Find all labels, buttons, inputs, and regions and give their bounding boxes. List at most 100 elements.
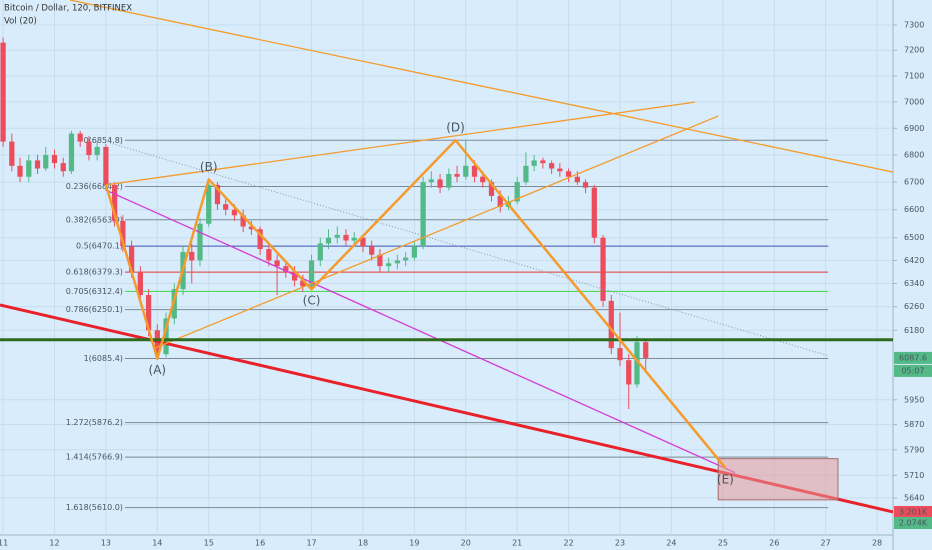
candle-body [206,184,212,224]
candle-body [351,237,357,241]
x-tick-label: 19 [409,539,419,548]
x-tick-label: 14 [152,539,162,548]
candle-body [257,229,263,250]
candle-body [591,187,597,238]
fib-label: 0.705(6312.4) [66,287,123,296]
candle-body [377,254,383,267]
target-zone [717,458,839,501]
axis-badge [894,517,932,529]
candle-body [0,42,6,142]
fib-label: 0.382(6563.9) [66,215,123,224]
candle-body [454,173,460,177]
last-price-label: 6087.6 [899,353,927,362]
candle-body [266,249,272,261]
candle-body [120,220,126,247]
candle-body [197,223,203,261]
candle-body [291,271,298,281]
candle-body [514,182,520,202]
y-tick-label: 5950 [904,395,924,404]
candle-body [43,155,49,169]
y-tick-label: 6800 [904,151,924,160]
fib-label: 0.5(6470.1) [76,242,123,251]
candle-body [163,318,169,355]
candle-body [565,171,572,177]
candle-body [283,266,289,272]
candle-body [634,342,640,385]
x-tick-label: 12 [49,539,59,548]
y-tick-label: 5640 [904,493,924,502]
x-tick-label: 20 [461,539,471,548]
pattern-label: (C) [303,294,321,308]
candle-body [343,234,349,241]
candle-body [112,184,118,221]
x-tick-label: 25 [718,539,728,548]
x-tick-label: 24 [666,539,676,548]
pattern-label: (A) [149,363,167,377]
axis-badge [894,506,932,518]
fib-label: 0.786(6250.1) [66,305,123,314]
candle-body [369,246,375,255]
candle-body [420,182,426,247]
y-tick-label: 6260 [904,302,924,311]
y-tick-label: 5710 [904,471,924,480]
pattern-label: (D) [446,121,465,135]
candle-body [540,160,546,164]
x-tick-label: 21 [512,539,522,548]
candle-body [471,165,478,177]
candle-body [34,160,41,169]
candle-body [26,160,32,177]
y-tick-label: 5870 [904,420,924,429]
axis-badge-label: 2.074K [899,519,928,528]
candle-body [137,271,143,296]
y-tick-label: 6180 [904,326,924,335]
candle-body [386,263,392,267]
x-tick-label: 22 [564,539,574,548]
candle-body [557,168,563,172]
candle-body [214,184,221,205]
candle-body [274,260,280,267]
fib-label: 0(6854.8) [84,136,123,145]
y-tick-label: 7200 [904,46,924,55]
candle-body [128,246,135,272]
trendline [155,115,719,349]
candle-body [248,226,255,230]
x-tick-label: 23 [615,539,625,548]
candle-body [9,141,15,166]
candle-body [77,133,83,142]
candle-body [223,204,229,210]
candle-body [17,165,23,177]
candle-body [549,163,555,169]
trendline [109,142,829,357]
candle-body [300,280,306,287]
candle-body [463,165,469,177]
candle-body [325,237,332,244]
x-tick-label: 26 [769,539,779,548]
candle-body [51,155,58,164]
candle-body [608,300,614,349]
y-tick-label: 6340 [904,279,924,288]
candle-body [428,179,434,183]
x-tick-label: 15 [204,539,214,548]
candle-body [403,257,409,261]
candle-body [86,141,92,156]
fib-label: 1(6085.4) [84,354,123,363]
candle-body [411,246,417,258]
x-tick-label: 17 [306,539,316,548]
fib-label: 1.272(5876.2) [66,418,123,427]
candle-body [488,182,495,196]
chart-title: Bitcoin / Dollar, 120, BITFINEX [4,4,132,14]
candle-body [94,146,100,156]
candle-body [308,260,315,287]
fib-levels: 0(6854.8) 0.236(6684.2) 0.382(6563.9) 0.5(6… [66,136,829,512]
last-price-badge [894,351,932,364]
x-tick-label: 28 [872,539,882,548]
candle-body [334,234,340,238]
candle-body [617,348,623,361]
candle-body [68,133,75,172]
candle-body [189,251,195,261]
candle-body [582,182,589,188]
axis-badge [894,364,932,377]
candle-body [60,163,66,172]
candle-body [437,179,443,188]
